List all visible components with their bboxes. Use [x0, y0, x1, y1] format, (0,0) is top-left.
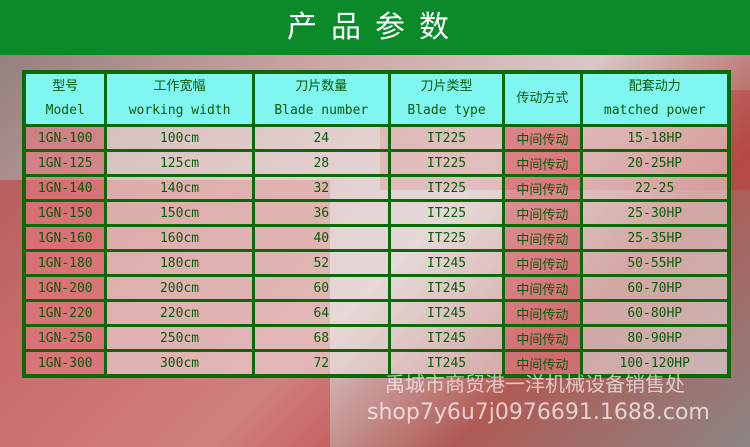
table-cell: 中间传动: [502, 199, 583, 227]
page-title: 产品参数: [287, 10, 463, 45]
table-cell: 28: [251, 149, 391, 177]
table-row: 1GN-300 300cm 72 IT245 中间传动 100-120HP: [22, 349, 731, 378]
table-cell: IT245: [387, 274, 506, 302]
table-cell: 160cm: [104, 224, 255, 252]
table-cell: 64: [251, 299, 391, 327]
table-cell: 140cm: [104, 174, 255, 202]
table-row: 1GN-125 125cm 28 IT225 中间传动 20-25HP: [22, 149, 731, 177]
table-cell: 32: [251, 174, 391, 202]
table-cell: IT245: [387, 349, 506, 378]
table-cell: 1GN-150: [22, 199, 108, 227]
table-cell: 1GN-100: [22, 124, 108, 152]
table-cell: 1GN-180: [22, 249, 108, 277]
table-cell: 25-35HP: [579, 224, 731, 252]
table-cell: 1GN-200: [22, 274, 108, 302]
column-header: 型号 Model: [22, 70, 108, 127]
table-cell: IT225: [387, 124, 506, 152]
table-cell: 中间传动: [502, 274, 583, 302]
table-cell: 68: [251, 324, 391, 352]
header-cn: 配套动力: [628, 79, 681, 94]
table-cell: 中间传动: [502, 249, 583, 277]
header-en: Blade type: [407, 103, 486, 118]
title-banner: [0, 0, 750, 55]
table-cell: 中间传动: [502, 224, 583, 252]
table-cell: 72: [251, 349, 391, 378]
table-cell: 100-120HP: [579, 349, 731, 378]
header-cn: 刀片类型: [420, 79, 473, 94]
table-cell: 中间传动: [502, 349, 583, 378]
table-cell: IT225: [387, 199, 506, 227]
table-cell: IT245: [387, 249, 506, 277]
table-cell: 200cm: [104, 274, 255, 302]
table-cell: 250cm: [104, 324, 255, 352]
spec-table: 型号 Model 工作宽幅 working width 刀片数量 Blade number…: [22, 70, 731, 378]
column-header: 工作宽幅 working width: [104, 70, 255, 127]
table-cell: 1GN-250: [22, 324, 108, 352]
header-cn: 刀片数量: [295, 79, 348, 94]
table-cell: 80-90HP: [579, 324, 731, 352]
table-cell: 150cm: [104, 199, 255, 227]
table-row: 1GN-160 160cm 40 IT225 中间传动 25-35HP: [22, 224, 731, 252]
table-cell: IT225: [387, 224, 506, 252]
header-cn: 型号: [52, 79, 79, 94]
table-cell: 36: [251, 199, 391, 227]
table-cell: 125cm: [104, 149, 255, 177]
column-header: 配套动力 matched power: [579, 70, 731, 127]
table-row: 1GN-100 100cm 24 IT225 中间传动 15-18HP: [22, 124, 731, 152]
table-row: 1GN-150 150cm 36 IT225 中间传动 25-30HP: [22, 199, 731, 227]
table-cell: 300cm: [104, 349, 255, 378]
header-cn: 工作宽幅: [153, 79, 206, 94]
table-row: 1GN-250 250cm 68 IT245 中间传动 80-90HP: [22, 324, 731, 352]
table-cell: 40: [251, 224, 391, 252]
header-en: Model: [45, 103, 85, 118]
table-cell: IT245: [387, 324, 506, 352]
table-cell: 1GN-220: [22, 299, 108, 327]
table-cell: 15-18HP: [579, 124, 731, 152]
table-cell: 1GN-140: [22, 174, 108, 202]
column-header: 刀片类型 Blade type: [387, 70, 506, 127]
table-cell: 中间传动: [502, 149, 583, 177]
watermark-company: 禹城市商贸港一洋机械设备销售处: [385, 372, 685, 396]
table-cell: 100cm: [104, 124, 255, 152]
header-en: Blade number: [274, 103, 369, 118]
table-cell: 60-70HP: [579, 274, 731, 302]
table-cell: 1GN-125: [22, 149, 108, 177]
table-cell: 24: [251, 124, 391, 152]
header-en: working width: [128, 103, 231, 118]
table-cell: IT245: [387, 299, 506, 327]
table-row: 1GN-140 140cm 32 IT225 中间传动 22-25: [22, 174, 731, 202]
table-cell: 1GN-300: [22, 349, 108, 378]
table-cell: 60-80HP: [579, 299, 731, 327]
header-cn: 传动方式: [516, 91, 569, 106]
header-en: matched power: [603, 103, 706, 118]
table-cell: 180cm: [104, 249, 255, 277]
column-header: 刀片数量 Blade number: [251, 70, 391, 127]
column-header: 传动方式: [502, 70, 583, 127]
table-cell: 25-30HP: [579, 199, 731, 227]
table-row: 1GN-200 200cm 60 IT245 中间传动 60-70HP: [22, 274, 731, 302]
table-cell: 1GN-160: [22, 224, 108, 252]
table-cell: 20-25HP: [579, 149, 731, 177]
table-cell: IT225: [387, 149, 506, 177]
table-cell: 中间传动: [502, 124, 583, 152]
table-cell: 中间传动: [502, 299, 583, 327]
table-cell: 60: [251, 274, 391, 302]
table-cell: 220cm: [104, 299, 255, 327]
table-cell: 50-55HP: [579, 249, 731, 277]
table-row: 1GN-180 180cm 52 IT245 中间传动 50-55HP: [22, 249, 731, 277]
table-cell: 中间传动: [502, 324, 583, 352]
table-row: 1GN-220 220cm 64 IT245 中间传动 60-80HP: [22, 299, 731, 327]
table-cell: 22-25: [579, 174, 731, 202]
header-row: 型号 Model 工作宽幅 working width 刀片数量 Blade number…: [22, 70, 731, 127]
table-cell: IT225: [387, 174, 506, 202]
table-cell: 52: [251, 249, 391, 277]
watermark-url: shop7y6u7j0976691.1688.com: [367, 400, 710, 425]
table-cell: 中间传动: [502, 174, 583, 202]
